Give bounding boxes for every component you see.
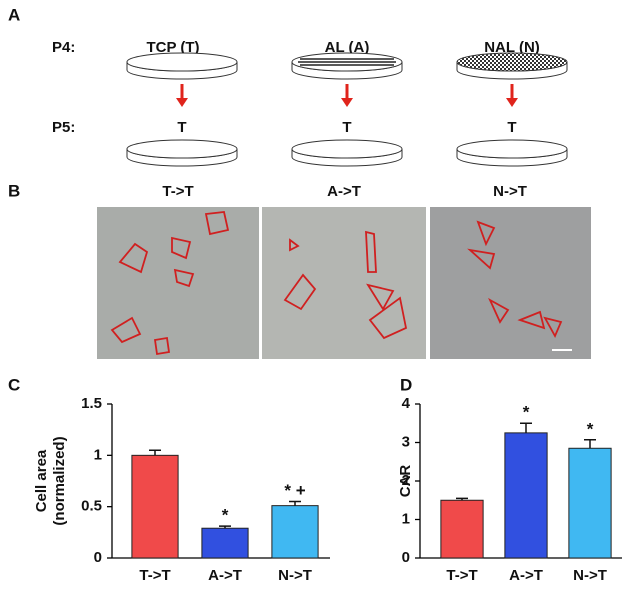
bar (568, 447, 612, 559)
arrows (176, 84, 518, 107)
y-tick-label: 0 (402, 549, 410, 566)
row-label: P4: (52, 39, 75, 56)
y-axis-label: Cell area (33, 449, 50, 512)
panel-a: A P4: P5: TCP (T) AL (A) NAL (N) T T T (8, 5, 568, 167)
x-tick-label: T->T (139, 567, 170, 584)
dish (126, 139, 238, 159)
row-label: P5: (52, 119, 75, 136)
error-bar (520, 422, 532, 433)
dish-label: AL (A) (325, 39, 370, 56)
arrow-head (506, 98, 518, 107)
arrow-head (341, 98, 353, 107)
x-tick-label: N->T (278, 567, 312, 584)
error-bar (149, 449, 161, 456)
dish (291, 139, 403, 159)
charts: C Cell area (normalized) 0 0.5 1 1.5 T->T A->T * N… (8, 375, 622, 584)
micrograph (430, 207, 591, 359)
y-tick-label: 3 (402, 433, 410, 450)
significance-label: * (587, 419, 594, 438)
significance-label: * (222, 506, 229, 525)
y-tick-label: 1 (402, 510, 410, 527)
bar (201, 527, 249, 559)
y-axis-label: (normalized) (51, 436, 68, 525)
image-label: N->T (493, 183, 527, 200)
bar (440, 499, 484, 559)
aligned-lines (298, 58, 396, 66)
y-tick-label: 1 (94, 446, 102, 463)
dishes (126, 52, 568, 167)
error-bar (219, 525, 231, 529)
image-label: T->T (162, 183, 193, 200)
y-tick-label: 0.5 (81, 498, 102, 515)
panel-label: A (8, 5, 20, 24)
dish (456, 52, 568, 72)
y-tick-label: 1.5 (81, 395, 102, 412)
dish-label: T (507, 119, 516, 136)
panel-label: B (8, 181, 20, 200)
arrow-head (176, 98, 188, 107)
panel-label: C (8, 375, 20, 394)
bar (131, 454, 179, 559)
y-tick-label: 0 (94, 549, 102, 566)
x-tick-label: A->T (208, 567, 242, 584)
y-tick-label: 2 (402, 472, 410, 489)
panel-b: B T->T A->T N->T (8, 181, 591, 359)
dish-label: T (177, 119, 186, 136)
y-tick-label: 4 (402, 395, 411, 412)
significance-label: * (523, 403, 530, 422)
panel-label: D (400, 375, 412, 394)
bar (271, 505, 319, 559)
cell-outlines (110, 211, 563, 356)
micrograph (262, 207, 426, 359)
error-bar (584, 439, 596, 449)
y-axis-label: CAR (397, 465, 414, 498)
x-tick-label: T->T (446, 567, 477, 584)
bar (504, 432, 548, 559)
error-bar (456, 497, 468, 501)
dish-label: T (342, 119, 351, 136)
significance-label: * + (284, 481, 305, 500)
x-tick-label: N->T (573, 567, 607, 584)
dish-label: TCP (T) (146, 39, 199, 56)
chart: C Cell area (normalized) 0 0.5 1 1.5 T->T A->T * N… (8, 375, 330, 584)
x-tick-label: A->T (509, 567, 543, 584)
image-label: A->T (327, 183, 361, 200)
chart: D CAR 0 1 2 3 4 T->T A->T * N->T * (397, 375, 622, 584)
dish (456, 139, 568, 159)
dish (126, 52, 238, 72)
dish-label: NAL (N) (484, 39, 540, 56)
error-bar (289, 500, 301, 506)
